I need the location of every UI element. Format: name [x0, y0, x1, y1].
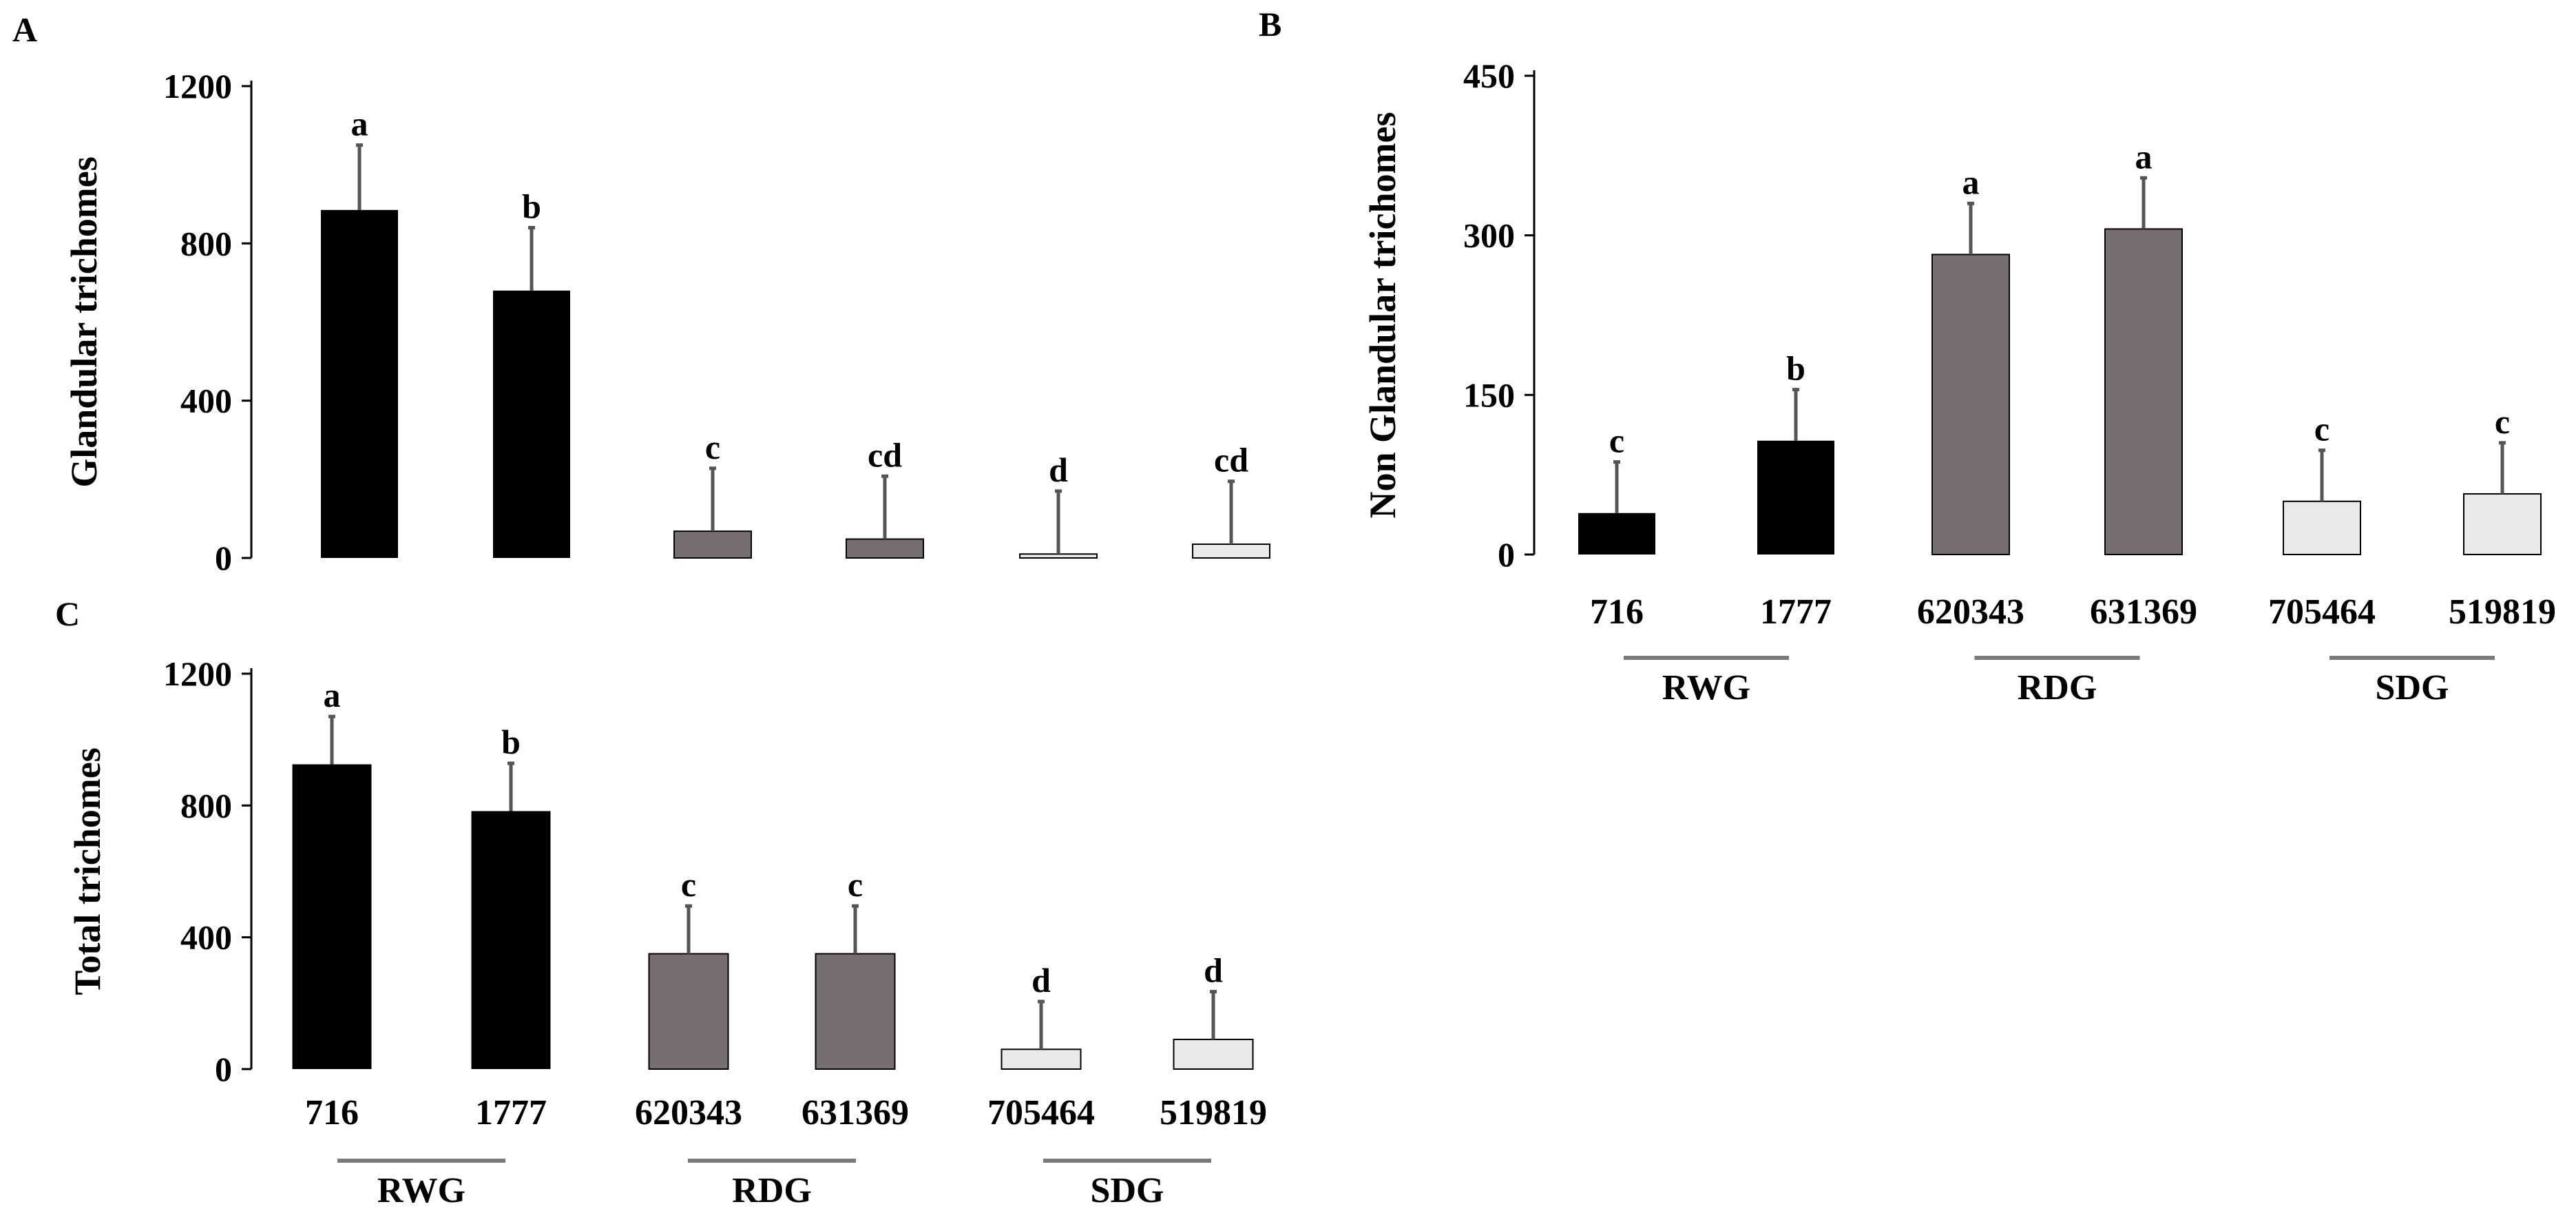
category-label: 620343	[635, 1093, 742, 1132]
significance-letter: a	[2135, 137, 2153, 176]
bar-519819	[1173, 1038, 1254, 1070]
bar-620343	[673, 530, 752, 559]
bar-716	[1578, 512, 1655, 555]
bar-631369	[2104, 228, 2183, 555]
y-tick-label: 150	[1463, 375, 1515, 414]
y-tick-label: 400	[180, 918, 232, 957]
y-tick-label: 1200	[163, 654, 232, 693]
chart-panel-a: A 0 400 800 1200 Glandular trichomes a b c cd d cd	[12, 10, 1270, 577]
y-axis-title: Glandular trichomes	[63, 156, 105, 488]
category-label: 620343	[1917, 592, 2024, 632]
y-tick-label: 0	[1498, 535, 1515, 574]
y-tick-label: 0	[215, 539, 232, 577]
significance-letter: c	[2314, 410, 2329, 448]
group-label: SDG	[1091, 1171, 1164, 1210]
category-label: 631369	[2090, 592, 2197, 632]
category-label: 631369	[802, 1093, 909, 1132]
y-axis-title: Total trichomes	[67, 747, 108, 995]
y-tick-label: 0	[215, 1050, 232, 1088]
category-label: 705464	[987, 1093, 1095, 1132]
significance-letter: c	[681, 865, 696, 904]
significance-letter: a	[324, 676, 341, 714]
group-label: RDG	[2018, 668, 2097, 707]
significance-letter: a	[1962, 163, 1980, 201]
significance-letter: d	[1204, 951, 1223, 990]
category-label: 716	[1590, 592, 1644, 632]
category-label: 519819	[1160, 1093, 1267, 1132]
category-label: 1777	[1760, 592, 1832, 632]
significance-letter: cd	[1214, 441, 1248, 479]
y-tick-label: 450	[1463, 56, 1515, 95]
category-label: 519819	[2449, 592, 2556, 632]
bar-716	[321, 209, 398, 558]
significance-letter: d	[1032, 961, 1051, 1000]
significance-letter: d	[1049, 451, 1068, 489]
significance-letter: c	[705, 428, 720, 466]
bar-631369	[846, 538, 924, 559]
group-label: SDG	[2376, 668, 2449, 707]
panel-label: B	[1259, 5, 1281, 43]
bar-1777	[471, 811, 551, 1069]
category-label: 1777	[475, 1093, 547, 1132]
bar-620343	[648, 953, 729, 1070]
group-label: RWG	[377, 1171, 465, 1210]
bar-519819	[2463, 493, 2542, 556]
y-tick-label: 800	[180, 786, 232, 825]
significance-letter: b	[522, 187, 541, 226]
bar-716	[292, 764, 372, 1069]
group-label: RWG	[1662, 668, 1750, 707]
y-axis-title: Non Glandular trichomes	[1362, 112, 1403, 518]
significance-letter: cd	[868, 435, 902, 474]
significance-letter: c	[2495, 402, 2510, 441]
bar-705464	[1019, 553, 1098, 559]
y-tick-label: 800	[180, 224, 232, 262]
bar-631369	[815, 953, 896, 1070]
group-label: RDG	[732, 1171, 812, 1210]
y-tick-label: 300	[1463, 216, 1515, 255]
significance-letter: a	[351, 105, 368, 143]
chart-panel-c: C 0 400 800 1200 Total trichomes a b c c d d 716 1777…	[55, 594, 1267, 1210]
bar-1777	[1757, 440, 1834, 555]
panel-label: A	[12, 10, 37, 49]
significance-letter: b	[1786, 349, 1805, 388]
bar-705464	[1001, 1048, 1082, 1070]
bar-1777	[493, 290, 570, 558]
y-tick-label: 400	[180, 382, 232, 420]
significance-letter: c	[848, 865, 863, 904]
bar-705464	[2283, 500, 2361, 555]
category-label: 716	[305, 1093, 359, 1132]
panel-label: C	[55, 594, 80, 633]
significance-letter: c	[1609, 422, 1624, 460]
category-label: 705464	[2268, 592, 2376, 632]
significance-letter: b	[501, 723, 521, 761]
y-tick-label: 1200	[163, 67, 232, 105]
chart-panel-b: B 0 150 300 450 Non Glandular trichomes c b a a c c…	[1259, 5, 2556, 707]
bar-519819	[1192, 543, 1270, 559]
bar-620343	[1931, 253, 2010, 555]
